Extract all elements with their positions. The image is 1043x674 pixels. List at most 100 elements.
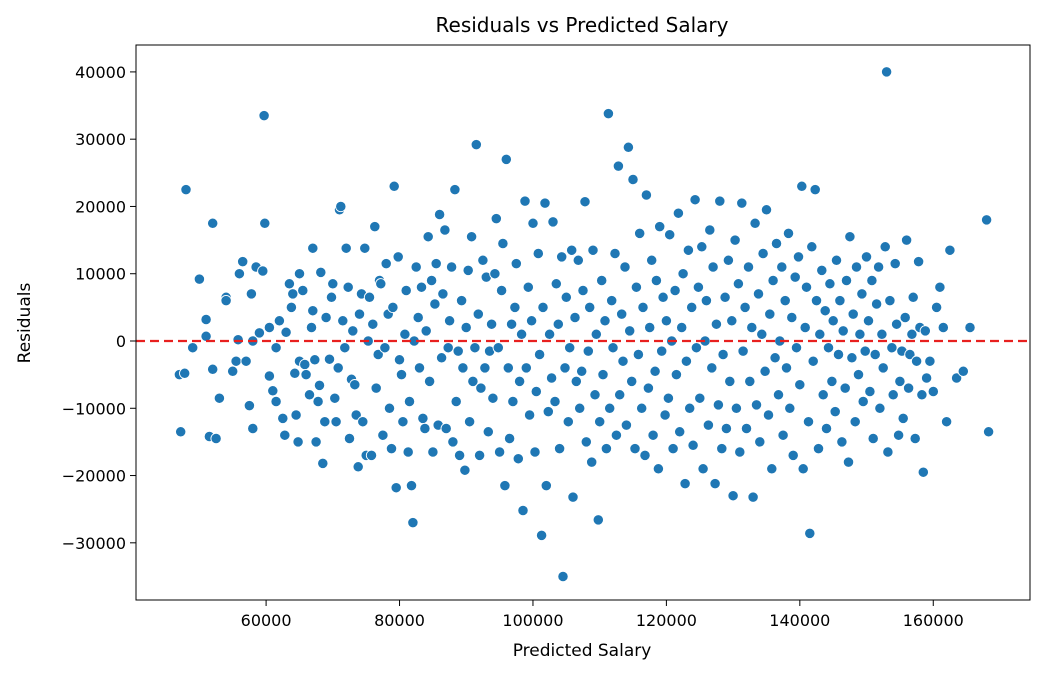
data-point: [492, 342, 504, 354]
data-point: [303, 389, 316, 401]
data-point: [800, 281, 813, 293]
data-point: [817, 389, 829, 401]
data-point: [292, 436, 304, 448]
data-point: [445, 261, 458, 273]
data-point: [399, 328, 411, 340]
data-point: [213, 392, 226, 404]
data-point: [377, 429, 389, 441]
data-point: [837, 325, 849, 337]
data-point: [957, 365, 969, 377]
data-point: [549, 395, 561, 408]
data-point: [519, 195, 531, 207]
data-point: [792, 251, 805, 263]
data-point: [720, 422, 733, 435]
data-point: [680, 355, 693, 367]
data-point: [767, 274, 779, 287]
data-point: [684, 402, 696, 414]
data-point: [470, 138, 482, 151]
data-point: [357, 416, 369, 428]
data-point: [343, 432, 356, 445]
data-point: [507, 395, 519, 408]
y-tick-label: −30000: [62, 534, 126, 553]
data-point: [799, 321, 811, 334]
data-point: [917, 466, 929, 478]
data-point: [385, 442, 398, 455]
data-point: [612, 160, 625, 172]
data-point: [187, 342, 199, 354]
data-point: [847, 308, 859, 320]
data-point: [570, 375, 582, 388]
data-point: [784, 402, 796, 414]
data-point: [407, 516, 419, 529]
data-point: [472, 308, 484, 320]
data-point: [180, 183, 192, 196]
data-point: [719, 291, 731, 303]
data-point: [533, 348, 546, 361]
data-point: [752, 288, 765, 300]
data-point: [744, 375, 756, 388]
data-point: [339, 342, 351, 354]
data-point: [616, 308, 628, 320]
data-point: [664, 229, 676, 241]
data-point: [809, 183, 821, 196]
data-point: [916, 389, 928, 401]
data-point: [646, 254, 658, 266]
y-tick-label: 20000: [75, 197, 126, 216]
data-point: [305, 321, 318, 334]
data-point: [453, 449, 466, 462]
data-point: [590, 328, 602, 340]
data-point: [856, 288, 868, 300]
data-point: [624, 325, 636, 337]
data-point: [790, 342, 803, 354]
data-point: [689, 194, 701, 206]
data-point: [580, 436, 592, 448]
data-point: [425, 274, 438, 287]
data-point: [430, 257, 442, 270]
data-point: [737, 345, 749, 357]
data-point: [647, 429, 659, 441]
data-point: [576, 365, 588, 377]
data-point: [810, 294, 823, 307]
data-point: [584, 301, 596, 314]
data-point: [706, 362, 718, 374]
data-point: [709, 477, 721, 490]
data-point: [730, 402, 743, 414]
data-point: [876, 328, 888, 340]
data-point: [852, 368, 865, 381]
data-point: [867, 432, 879, 445]
data-point: [806, 241, 818, 253]
data-point: [442, 342, 454, 354]
data-point: [769, 352, 781, 364]
data-point: [547, 216, 559, 228]
data-point: [307, 242, 319, 254]
data-point: [659, 409, 671, 421]
data-point: [717, 348, 729, 361]
data-point: [672, 207, 685, 219]
data-point: [629, 442, 641, 455]
data-point: [315, 266, 327, 279]
data-point: [639, 449, 651, 462]
data-point: [427, 446, 439, 458]
data-point: [862, 315, 875, 327]
data-point: [352, 461, 364, 473]
data-point: [686, 301, 698, 314]
data-point: [210, 432, 222, 445]
data-point: [777, 429, 789, 441]
data-point: [297, 284, 309, 297]
data-point: [827, 315, 839, 327]
data-point: [405, 479, 418, 492]
data-point: [617, 355, 629, 367]
data-point: [523, 409, 536, 421]
data-point: [604, 402, 616, 414]
data-point: [779, 294, 791, 307]
data-point: [500, 153, 512, 166]
data-point: [842, 456, 855, 468]
data-point: [592, 514, 604, 526]
data-point: [766, 463, 778, 475]
data-point: [388, 180, 400, 192]
data-point: [497, 237, 509, 250]
data-point: [870, 298, 883, 310]
data-point: [443, 315, 456, 327]
data-point: [349, 379, 361, 391]
data-point: [460, 321, 472, 334]
